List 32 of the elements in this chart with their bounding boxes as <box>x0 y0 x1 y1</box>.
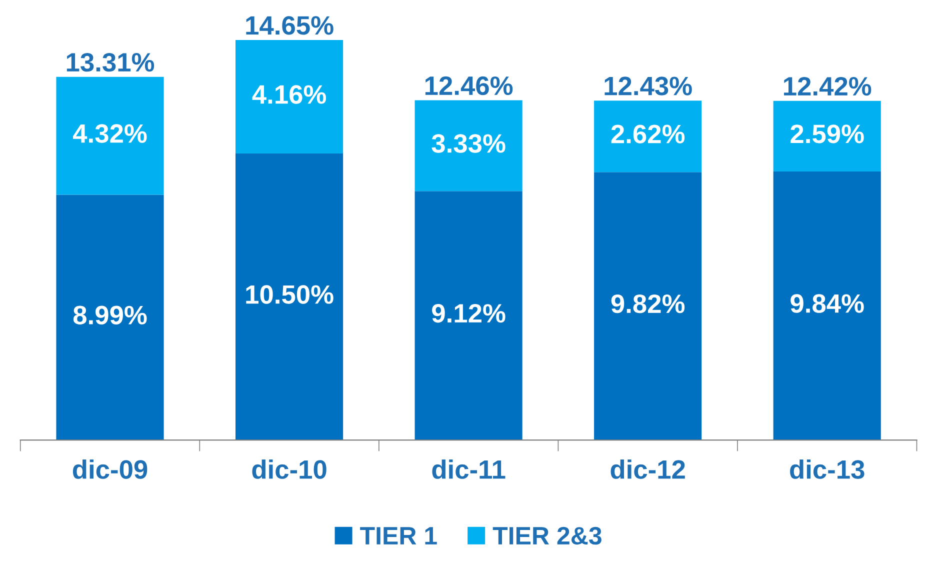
data-label: 4.32% <box>73 124 147 143</box>
legend-label: TIER 2&3 <box>492 526 602 545</box>
data-label: 10.50% <box>246 285 334 304</box>
total-label: 12.43% <box>604 76 692 96</box>
x-tick-label: dic-10 <box>252 459 326 479</box>
x-tick-label: dic-12 <box>610 459 685 479</box>
bar <box>773 172 881 440</box>
data-label: 2.62% <box>611 124 685 144</box>
total-label: 12.46% <box>425 76 513 96</box>
bar <box>414 191 522 440</box>
total-label: 13.31% <box>66 52 154 72</box>
x-tick-label: dic-13 <box>790 459 864 479</box>
data-label: 3.33% <box>432 134 506 153</box>
bar <box>56 76 164 195</box>
bar <box>594 172 702 440</box>
x-tick-label: dic-09 <box>72 459 148 479</box>
data-label: 9.84% <box>790 294 864 313</box>
bar <box>56 194 164 440</box>
bar <box>773 100 881 172</box>
legend-label: TIER 1 <box>360 527 437 544</box>
data-label: 4.16% <box>252 85 326 104</box>
data-label: 9.82% <box>611 294 685 314</box>
bar <box>414 100 522 192</box>
data-label: 8.99% <box>73 306 147 324</box>
total-label: 12.42% <box>784 76 872 96</box>
bar <box>236 40 344 154</box>
bar <box>236 154 344 440</box>
data-label: 2.59% <box>790 124 864 144</box>
bar <box>594 100 702 172</box>
total-label: 14.65% <box>246 16 334 35</box>
x-tick-label: dic-11 <box>432 459 506 479</box>
data-label: 9.12% <box>432 304 506 323</box>
